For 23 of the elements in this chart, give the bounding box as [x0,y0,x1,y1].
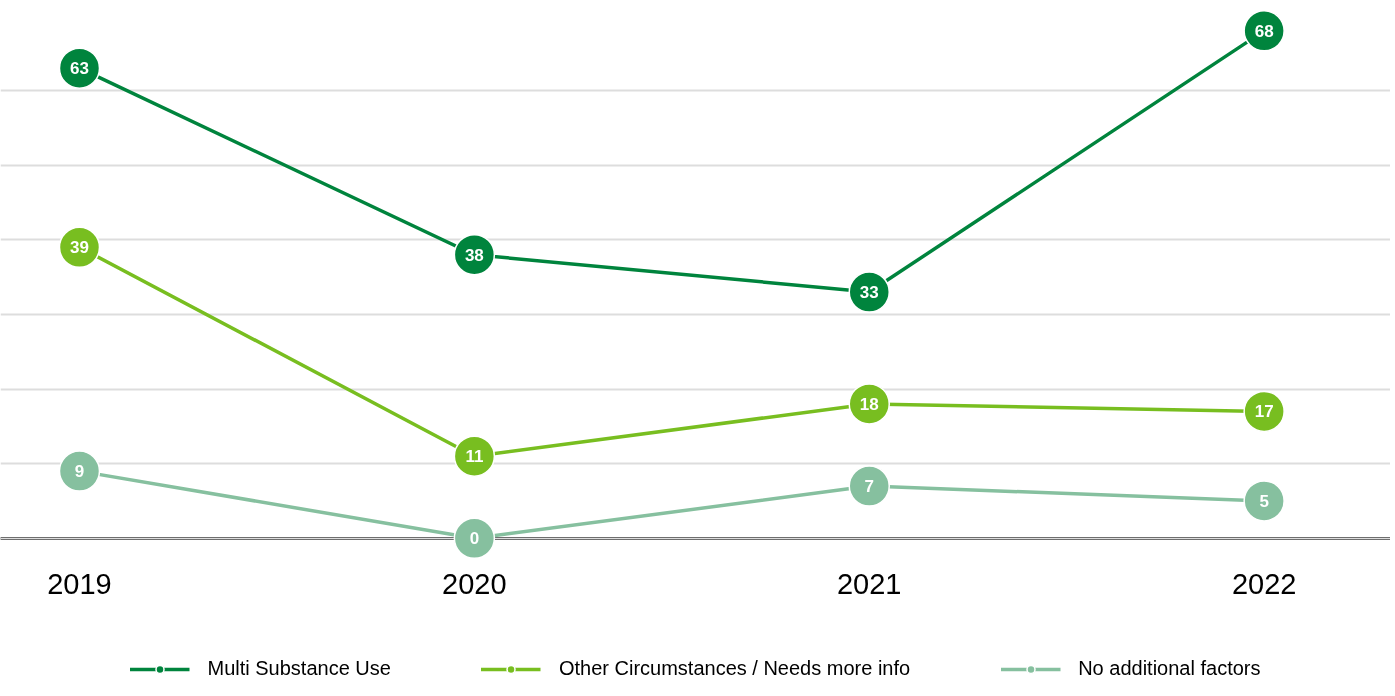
point [1243,480,1285,522]
point [58,450,101,492]
legend-label: Multi Substance Use [207,657,391,680]
x-tick-label: 2020 [442,568,507,601]
data-label: 11 [465,447,484,467]
data-label: 68 [1254,21,1274,41]
point [453,517,496,559]
legend-label: No additional factors [1078,657,1261,680]
data-label: 18 [859,394,879,414]
data-label: 33 [859,283,879,303]
x-tick-label: 2022 [1231,568,1297,601]
data-label: 9 [74,462,85,482]
data-label: 5 [1259,491,1269,511]
data-label: 17 [1254,402,1274,422]
data-label: 38 [464,245,484,265]
data-label: 7 [864,477,874,497]
x-tick-label: 2021 [836,568,902,601]
x-tick-label: 2019 [47,568,112,601]
data-label: 39 [70,238,89,258]
data-label: 63 [70,59,89,79]
legend-label: Other Circumstances / Needs more info [558,657,911,680]
data-label: 0 [469,529,480,549]
point [848,465,890,507]
